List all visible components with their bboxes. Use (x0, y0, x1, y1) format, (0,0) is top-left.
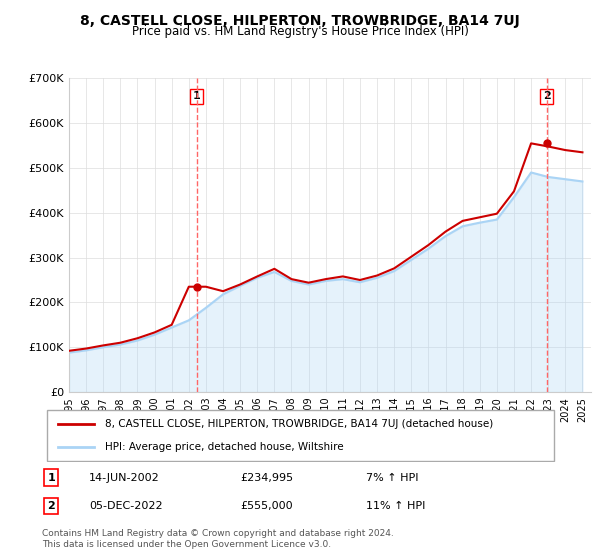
Text: 14-JUN-2002: 14-JUN-2002 (89, 473, 160, 483)
Text: £555,000: £555,000 (241, 501, 293, 511)
Text: 2: 2 (47, 501, 55, 511)
Text: 7% ↑ HPI: 7% ↑ HPI (365, 473, 418, 483)
Text: £234,995: £234,995 (241, 473, 293, 483)
Text: 05-DEC-2022: 05-DEC-2022 (89, 501, 163, 511)
Text: 1: 1 (47, 473, 55, 483)
Text: 1: 1 (193, 91, 200, 101)
Text: 8, CASTELL CLOSE, HILPERTON, TROWBRIDGE, BA14 7UJ (detached house): 8, CASTELL CLOSE, HILPERTON, TROWBRIDGE,… (104, 419, 493, 429)
Text: HPI: Average price, detached house, Wiltshire: HPI: Average price, detached house, Wilt… (104, 442, 343, 452)
Text: 8, CASTELL CLOSE, HILPERTON, TROWBRIDGE, BA14 7UJ: 8, CASTELL CLOSE, HILPERTON, TROWBRIDGE,… (80, 14, 520, 28)
Text: 11% ↑ HPI: 11% ↑ HPI (365, 501, 425, 511)
Text: Price paid vs. HM Land Registry's House Price Index (HPI): Price paid vs. HM Land Registry's House … (131, 25, 469, 38)
Text: 2: 2 (543, 91, 551, 101)
Text: Contains HM Land Registry data © Crown copyright and database right 2024.
This d: Contains HM Land Registry data © Crown c… (42, 529, 394, 549)
FancyBboxPatch shape (47, 410, 554, 461)
